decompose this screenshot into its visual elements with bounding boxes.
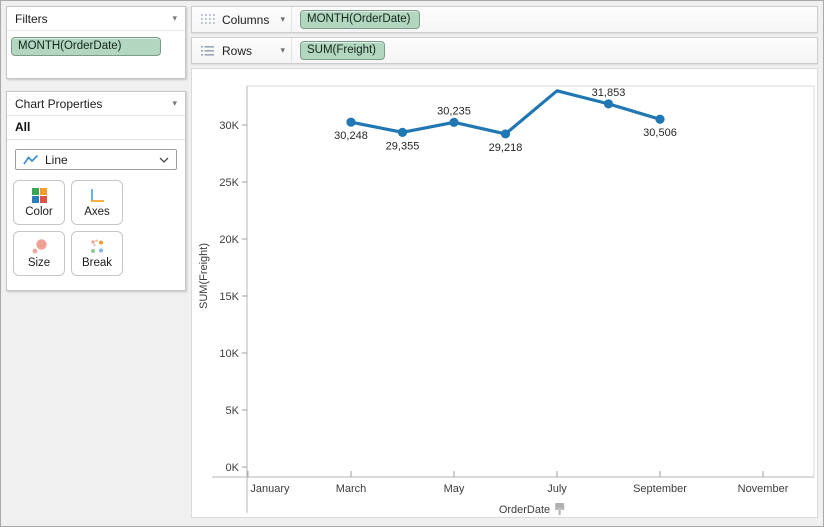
break-icon	[88, 238, 106, 255]
filters-panel-header: Filters ▾	[7, 7, 185, 31]
x-tick-label: July	[547, 483, 567, 495]
x-axis-title: OrderDate	[499, 504, 550, 516]
line-chart-icon	[23, 154, 39, 166]
data-point-label: 31,853	[592, 87, 626, 99]
chart-properties-header: Chart Properties ▾	[7, 92, 185, 116]
axes-icon	[88, 187, 106, 204]
dropdown-arrow-icon: ▾	[280, 14, 285, 24]
filters-panel: Filters ▾ MONTH(OrderDate)	[6, 6, 186, 79]
chart-properties-panel: Chart Properties ▾ All Line	[6, 91, 186, 291]
chart-canvas[interactable]: 0K 5K 10K 15K 20K 25K 30K January March May July Se…	[191, 68, 818, 518]
filter-pill[interactable]: MONTH(OrderDate)	[11, 37, 161, 56]
columns-pill[interactable]: MONTH(OrderDate)	[300, 10, 420, 29]
rows-shelf-label[interactable]: Rows ▾	[192, 38, 292, 63]
data-point-marker	[655, 114, 665, 124]
chevron-down-icon	[159, 157, 169, 163]
rows-shelf: Rows ▾ SUM(Freight)	[191, 37, 818, 64]
data-point-label: 30,506	[643, 127, 677, 139]
tool-button-grid: Color Axes Size	[7, 178, 185, 282]
data-point-marker	[603, 99, 614, 109]
columns-shelf-label[interactable]: Columns ▾	[192, 7, 292, 32]
x-tick-label: November	[738, 483, 789, 495]
chart-type-value: Line	[45, 152, 68, 167]
y-tick-label: 0K	[226, 462, 240, 474]
y-tick-label: 5K	[226, 405, 240, 417]
data-point-marker	[449, 117, 459, 127]
collapse-arrow-icon[interactable]: ▾	[172, 13, 177, 23]
data-point-marker	[346, 117, 356, 127]
x-tick-label: May	[444, 483, 465, 495]
x-tick-label: September	[633, 483, 687, 495]
x-tick-label: March	[336, 483, 367, 495]
columns-shelf: Columns ▾ MONTH(OrderDate)	[191, 6, 818, 33]
dropdown-arrow-icon: ▾	[280, 45, 285, 55]
y-tick-label: 30K	[219, 120, 239, 132]
color-swatches-icon	[31, 187, 48, 204]
y-tick-label: 10K	[219, 348, 239, 360]
data-point-marker	[500, 129, 511, 139]
color-button[interactable]: Color	[13, 180, 65, 225]
size-icon	[30, 238, 48, 255]
columns-icon	[200, 13, 215, 27]
data-point-label: 29,355	[386, 140, 420, 152]
data-point-label: 30,248	[334, 130, 368, 142]
chart-properties-title: Chart Properties	[15, 96, 103, 111]
y-axis-title: SUM(Freight)	[198, 243, 210, 309]
data-point-marker	[397, 127, 408, 137]
size-button[interactable]: Size	[13, 231, 65, 276]
break-button[interactable]: Break	[71, 231, 123, 276]
y-tick-label: 15K	[219, 291, 239, 303]
y-tick-label: 25K	[219, 177, 239, 189]
x-tick-label: January	[250, 483, 290, 495]
section-label-all: All	[7, 116, 185, 140]
filters-panel-title: Filters	[15, 11, 48, 26]
rows-icon	[200, 44, 215, 58]
collapse-arrow-icon[interactable]: ▾	[172, 98, 177, 108]
y-tick-label: 20K	[219, 234, 239, 246]
pin-icon	[555, 503, 565, 515]
rows-pill[interactable]: SUM(Freight)	[300, 41, 386, 60]
chart-type-select[interactable]: Line	[15, 149, 177, 170]
data-point-label: 30,235	[437, 105, 471, 117]
data-point-label: 29,218	[489, 142, 523, 154]
line-chart: 0K 5K 10K 15K 20K 25K 30K January March May July Se…	[198, 85, 815, 516]
axes-button[interactable]: Axes	[71, 180, 123, 225]
